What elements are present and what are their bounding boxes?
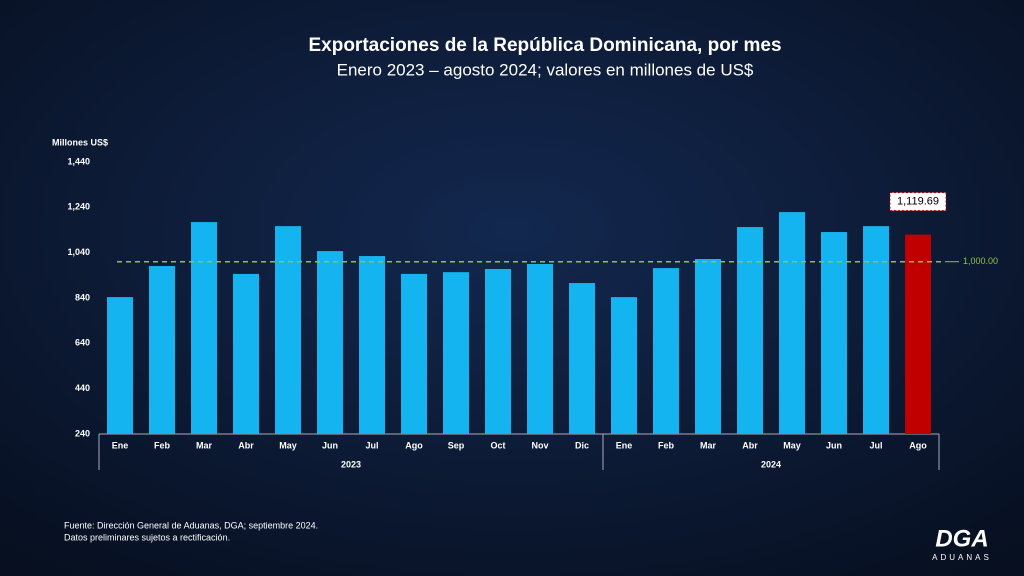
x-tick-label: Sep bbox=[448, 440, 465, 450]
y-tick-label: 240 bbox=[75, 428, 90, 438]
chart-title: Exportaciones de la República Dominicana… bbox=[308, 35, 781, 56]
bar bbox=[527, 264, 553, 434]
bar bbox=[317, 251, 343, 434]
bar bbox=[653, 268, 679, 434]
bar bbox=[443, 272, 469, 434]
logo: DGA bbox=[935, 525, 988, 552]
bar bbox=[569, 283, 595, 434]
x-tick-label: May bbox=[783, 440, 801, 450]
x-tick-label: Nov bbox=[531, 440, 548, 450]
bar bbox=[737, 227, 763, 434]
y-tick-label: 1,440 bbox=[67, 156, 90, 166]
y-tick-label: 1,040 bbox=[67, 247, 90, 257]
chart-subtitle: Enero 2023 – agosto 2024; valores en mil… bbox=[337, 60, 754, 79]
logo-subtitle: ADUANAS bbox=[932, 553, 992, 562]
bar bbox=[863, 226, 889, 434]
bar bbox=[905, 234, 931, 434]
bar bbox=[611, 297, 637, 434]
x-tick-label: May bbox=[279, 440, 297, 450]
y-tick-label: 640 bbox=[75, 338, 90, 348]
bar bbox=[359, 256, 385, 434]
y-tick-label: 1,240 bbox=[67, 202, 90, 212]
y-tick-label: 840 bbox=[75, 292, 90, 302]
x-tick-label: Mar bbox=[196, 440, 213, 450]
bar bbox=[821, 232, 847, 434]
group-label: 2024 bbox=[761, 459, 781, 469]
x-tick-label: Feb bbox=[154, 440, 171, 450]
reference-label: 1,000.00 bbox=[963, 256, 998, 266]
group-label: 2023 bbox=[341, 459, 361, 469]
x-tick-label: Dic bbox=[575, 440, 589, 450]
bar bbox=[485, 268, 511, 434]
bar bbox=[149, 266, 175, 434]
x-tick-label: Jun bbox=[826, 440, 842, 450]
x-tick-label: Ago bbox=[909, 440, 927, 450]
x-tick-label: Jun bbox=[322, 440, 338, 450]
bar bbox=[695, 259, 721, 434]
value-label-box bbox=[889, 192, 947, 212]
x-tick-label: Ene bbox=[112, 440, 129, 450]
x-tick-label: Ene bbox=[616, 440, 633, 450]
bar bbox=[401, 273, 427, 434]
y-tick-label: 440 bbox=[75, 383, 90, 393]
x-tick-label: Ago bbox=[405, 440, 423, 450]
x-tick-label: Abr bbox=[238, 440, 254, 450]
bar bbox=[275, 226, 301, 434]
x-tick-label: Oct bbox=[490, 440, 505, 450]
bar bbox=[779, 212, 805, 434]
x-tick-label: Jul bbox=[869, 440, 882, 450]
note: Datos preliminares sujetos a rectificaci… bbox=[64, 532, 230, 542]
bar bbox=[107, 297, 133, 434]
bar bbox=[233, 273, 259, 434]
source: Fuente: Dirección General de Aduanas, DG… bbox=[64, 520, 318, 530]
x-tick-label: Feb bbox=[658, 440, 675, 450]
bar bbox=[191, 222, 217, 434]
x-tick-label: Mar bbox=[700, 440, 717, 450]
value-label: 1,119.69 bbox=[897, 196, 939, 208]
x-tick-label: Jul bbox=[365, 440, 378, 450]
y-axis-label: Millones US$ bbox=[52, 137, 108, 147]
x-tick-label: Abr bbox=[742, 440, 758, 450]
